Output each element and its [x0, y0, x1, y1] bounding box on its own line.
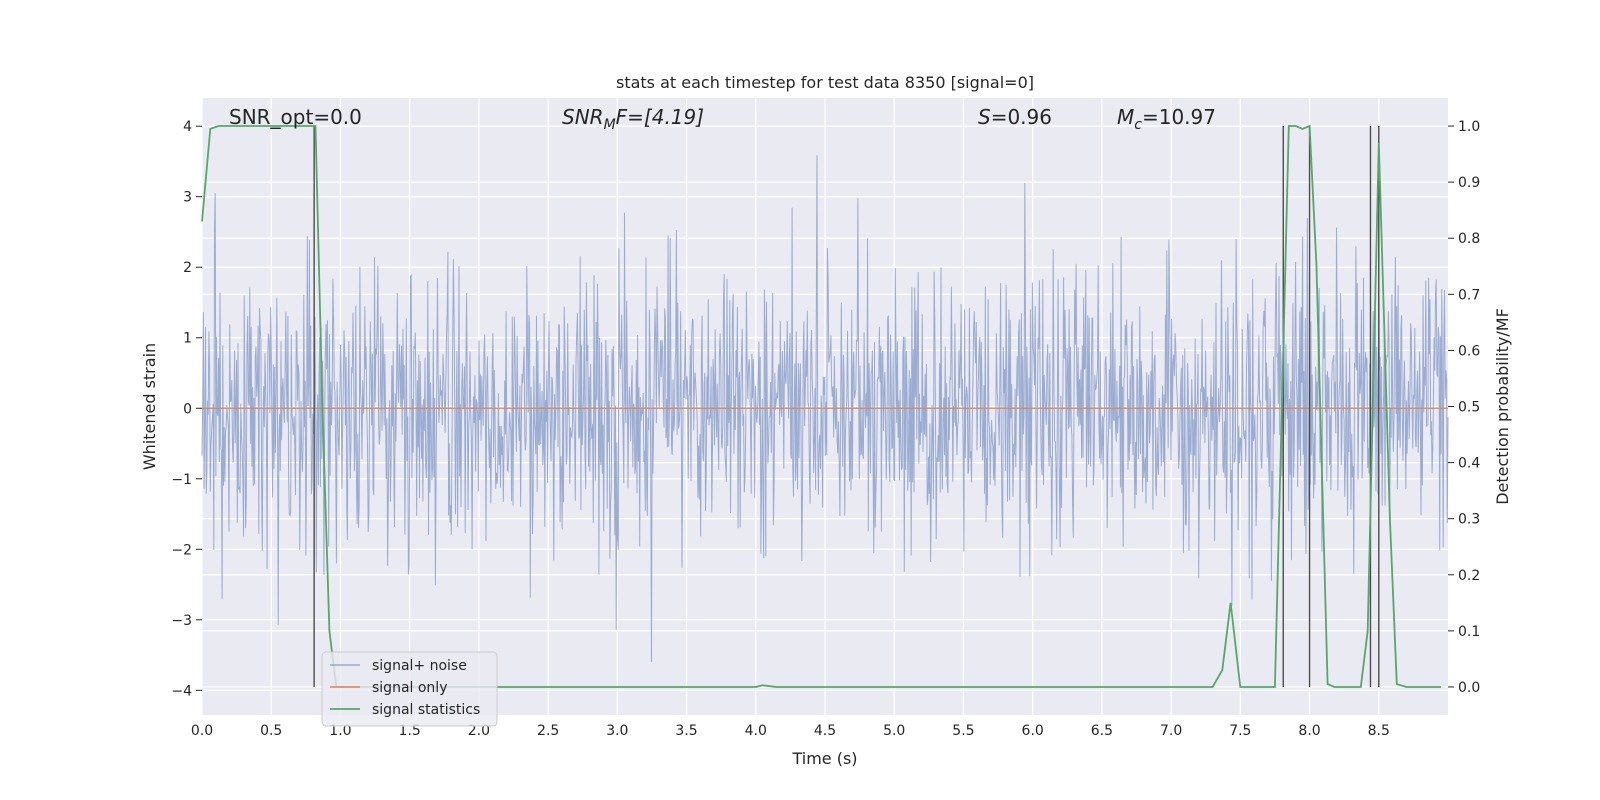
signal-statistics-series: [201, 124, 1442, 688]
y-tick-label: −2: [171, 542, 192, 558]
x-tick-label: 1.5: [399, 723, 421, 739]
x-tick-label: 8.0: [1298, 723, 1320, 739]
y-tick-label: 1: [183, 331, 192, 347]
x-axis-label: Time (s): [791, 749, 857, 768]
x-tick-label: 7.0: [1160, 723, 1182, 739]
signal-statistics-line: [201, 124, 1442, 688]
y-right-tick-label: 0.0: [1458, 680, 1480, 696]
x-tick-label: 6.0: [1022, 723, 1044, 739]
x-tick-label: 0.5: [260, 723, 282, 739]
vertical-markers: [313, 126, 1380, 687]
x-tick-label: 1.0: [329, 723, 351, 739]
annotation-snr-mf-value: F=[4.19]: [616, 105, 704, 129]
annotation-snr-mf-subscript: M: [604, 117, 616, 133]
annotation-snr-mf-symbol: SNR: [562, 105, 604, 129]
x-tick-label: 8.5: [1368, 723, 1390, 739]
y-right-tick-label: 0.7: [1458, 287, 1480, 303]
annotation-mc-symbol: M: [1117, 105, 1134, 129]
y-tick-label: −3: [171, 613, 192, 629]
y-tick-label: −4: [171, 683, 192, 699]
legend-label-signal-noise: signal+ noise: [372, 658, 467, 674]
x-tick-label: 7.5: [1229, 723, 1251, 739]
annotation-snr-mf: SNRMF=[4.19]: [562, 105, 704, 133]
y-right-tick-label: 0.6: [1458, 343, 1480, 359]
signal-noise-line: [201, 155, 1449, 662]
y-right-tick-label: 0.5: [1458, 400, 1480, 416]
annotation-snr-opt: SNR_opt=0.0: [229, 105, 362, 129]
x-tick-label: 2.0: [468, 723, 490, 739]
legend: signal+ noise signal only signal statist…: [321, 651, 498, 727]
x-tick-label: 3.5: [675, 723, 697, 739]
x-tick-label: 4.5: [814, 723, 836, 739]
y-tick-label: 3: [183, 190, 192, 206]
y-right-tick-label: 0.2: [1458, 568, 1480, 584]
y-tick-label: 0: [183, 401, 192, 417]
x-tick-label: 2.5: [537, 723, 559, 739]
y-right-tick-label: 1.0: [1458, 119, 1480, 135]
legend-label-signal-only: signal only: [372, 680, 447, 696]
x-tick-label: 6.5: [1091, 723, 1113, 739]
y-tick-label: 4: [183, 119, 192, 135]
annotation-mc-subscript: c: [1134, 117, 1142, 133]
signal-noise-series: [201, 155, 1449, 662]
y-axis-right-label: Detection probability/MF: [1493, 308, 1512, 505]
annotation-s-value: =0.96: [991, 105, 1052, 129]
tick-labels: 0.0 0.5 1.0 1.5 2.0 2.5 3.0 3.5 4.0 4.5 5.0 5.5 6.0 6…: [171, 119, 1480, 739]
chart-title: stats at each timestep for test data 835…: [616, 73, 1034, 92]
y-right-tick-label: 0.3: [1458, 512, 1480, 528]
y-right-tick-label: 0.4: [1458, 456, 1480, 472]
y-tick-label: −1: [171, 472, 192, 488]
x-tick-label: 3.0: [606, 723, 628, 739]
x-tick-label: 5.5: [952, 723, 974, 739]
y-right-tick-label: 0.1: [1458, 624, 1480, 640]
y-right-tick-label: 0.9: [1458, 175, 1480, 191]
x-tick-label: 4.0: [745, 723, 767, 739]
x-tick-label: 0.0: [191, 723, 213, 739]
annotation-s: S=0.96: [978, 105, 1052, 129]
annotation-s-symbol: S: [978, 105, 991, 129]
y-tick-label: 2: [183, 260, 192, 276]
legend-label-signal-statistics: signal statistics: [372, 702, 480, 718]
annotation-mc-value: =10.97: [1142, 105, 1216, 129]
y-axis-label: Whitened strain: [140, 343, 159, 470]
x-tick-label: 5.0: [883, 723, 905, 739]
y-right-tick-label: 0.8: [1458, 231, 1480, 247]
legend-box: [321, 651, 498, 727]
annotation-mc: Mc=10.97: [1117, 105, 1216, 133]
